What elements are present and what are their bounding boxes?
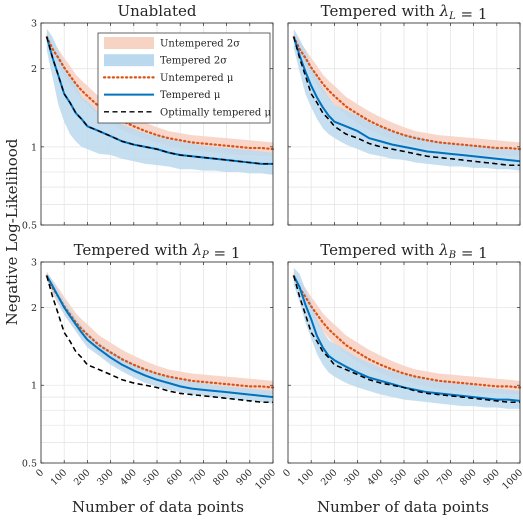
tempered-band [46,28,273,175]
y-axis-label: Negative Log-Likelihood [3,138,21,325]
x-tick-label: 800 [211,467,232,488]
x-tick-label: 0 [281,467,293,479]
x-tick-label: 1000 [253,467,278,492]
x-tick-label: 600 [165,467,186,488]
panel-title: Tempered with λP = 1 [74,241,241,262]
tempered-band [293,267,520,409]
grid [287,22,521,225]
x-tick-label: 300 [95,467,116,488]
legend-item-optimal-mean: Optimally tempered μ [104,107,272,118]
x-tick-label: 800 [458,467,479,488]
y-tick-label: 3 [31,258,37,269]
x-tick-label: 400 [365,467,386,488]
untempered-band [293,271,520,395]
tempered-mean-line [45,275,274,399]
x-tick-label: 100 [49,467,70,488]
untempered-mean-line [292,274,522,389]
x-tick-label: 700 [188,467,209,488]
y-tick-label: 2 [31,303,37,314]
x-tick-label: 400 [118,467,139,488]
legend-item-tempered-mean: Tempered μ [104,90,221,101]
y-tick-label: 3 [31,19,37,30]
x-tick-label: 300 [342,467,363,488]
x-tick-label: 100 [296,467,317,488]
optimal-mean-line-overlay [46,275,273,403]
tempered-band [293,28,520,171]
optimal-mean-line-overlay [293,36,520,166]
untempered-band [293,32,520,157]
x-tick-label: 900 [234,467,255,488]
untempered-band [46,32,273,157]
x-tick-label: 500 [142,467,163,488]
panel-title: Tempered with λB = 1 [320,241,487,262]
tempered-mean-line [292,36,521,163]
x-tick-label: 200 [72,467,93,488]
y-tick-label: 2 [31,64,37,75]
x-tick-label: 900 [481,467,502,488]
legend-label: Untempered 2σ [160,39,240,50]
legend-item-untempered-band: Untempered 2σ [104,37,240,50]
optimal-mean-line-overlay [293,275,520,403]
panel-title: Unablated [117,2,196,20]
x-tick-label: 200 [319,467,340,488]
tempered-mean-line [292,275,521,402]
panel-title: Tempered with λL = 1 [321,2,488,23]
y-tick-label: 0.5 [22,221,37,232]
x-tick-label: 700 [435,467,456,488]
legend-label: Tempered 2σ [160,56,227,67]
legend-swatch [104,54,154,67]
y-tick-label: 0.5 [22,459,37,470]
panel-2: Tempered with λL = 1 [287,2,522,226]
legend-label: Optimally tempered μ [160,107,272,118]
optimal-mean-line-overlay [46,36,273,165]
x-axis-label-right: Number of data points [317,498,489,516]
untempered-band [46,271,273,395]
tempered-band [46,271,273,404]
legend-label: Tempered μ [160,90,221,101]
legend-item-tempered-band: Tempered 2σ [104,54,227,67]
x-tick-label: 1000 [500,467,523,492]
legend-item-untempered-mean: Untempered μ [102,73,234,84]
legend-label: Untempered μ [160,73,234,84]
untempered-mean-line [45,35,275,151]
x-tick-label: 500 [389,467,410,488]
legend: Untempered 2σ Tempered 2σ Untempered μ Temp… [97,32,272,124]
x-axis-label-left: Number of data points [72,498,244,516]
y-tick-label: 1 [31,142,37,153]
legend-swatch [104,37,154,49]
y-tick-label: 1 [31,381,37,392]
untempered-mean-line [292,35,522,151]
panel-3: 0 100 200 300 400 500 600 700 800 90010000.5123Te… [22,241,278,492]
x-tick-label: 600 [412,467,433,488]
